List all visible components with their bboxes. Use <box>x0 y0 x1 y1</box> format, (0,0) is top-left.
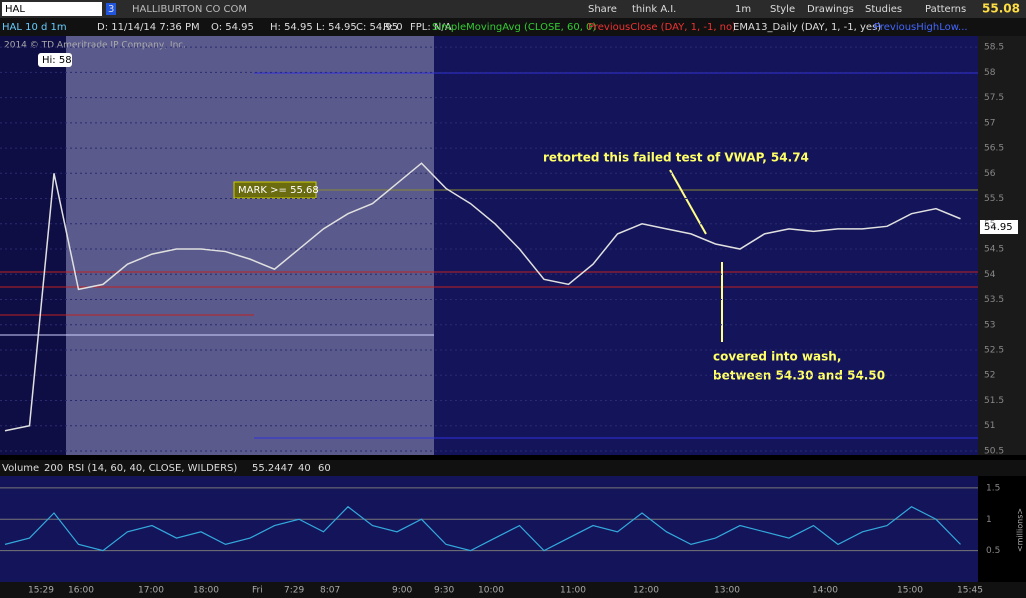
status-item: H: 54.95 <box>270 22 313 33</box>
mark-box <box>233 181 317 199</box>
status-item: PreviousClose (DAY, 1, -1, no) <box>588 22 736 33</box>
annotation: covered into wash, <box>713 350 841 364</box>
toolbar-button[interactable]: Share <box>588 4 617 15</box>
time-label: 15:00 <box>897 586 923 596</box>
price-tick-label: 54.5 <box>984 245 1004 255</box>
symbol-input[interactable] <box>2 2 102 16</box>
status-item: C: 54.95 <box>356 22 398 33</box>
status-item: D: 11/14/14 7:36 PM <box>97 22 200 33</box>
lower-header-item: 200 <box>44 463 63 474</box>
status-item: R: 0 <box>383 22 403 33</box>
time-label: 8:07 <box>320 586 340 596</box>
price-line <box>4 162 961 432</box>
time-label: 9:00 <box>392 586 412 596</box>
link[interactable]: 3 <box>108 4 114 15</box>
price-tick-label: 55.5 <box>984 194 1004 204</box>
price-tick-label: 50.5 <box>984 446 1004 456</box>
hi-label: Hi: 58 <box>42 55 72 66</box>
time-label: 18:00 <box>193 586 219 596</box>
lower-header-item: 60 <box>318 463 331 474</box>
price-tick-label: 51.5 <box>984 396 1004 406</box>
price-tick-label: 54 <box>984 270 996 280</box>
mark-label: MARK >= 55.68 <box>238 185 319 196</box>
toolbar-button[interactable]: think A.I. <box>632 4 676 15</box>
time-label: 13:00 <box>714 586 740 596</box>
time-label: Fri <box>252 586 263 596</box>
copyright: 2014 © TD Ameritrade IP Company, Inc. <box>4 41 186 51</box>
price-tick-label: 51 <box>984 421 995 431</box>
price-tick-label: 57 <box>984 118 995 128</box>
lower-pane <box>0 476 978 582</box>
toolbar-button[interactable]: Style <box>770 4 795 15</box>
status-item: L: 54.95 <box>316 22 357 33</box>
price-tick-label: 53.5 <box>984 295 1004 305</box>
time-label: 11:00 <box>560 586 586 596</box>
lower-tick-label: 1.5 <box>986 483 1000 493</box>
status-item: O: 54.95 <box>211 22 254 33</box>
lower-tick-label: 1 <box>986 515 992 525</box>
time-axis <box>0 582 1026 598</box>
link-badge[interactable] <box>106 3 116 15</box>
toolbar-button[interactable]: 1m <box>735 4 751 15</box>
rsi-line <box>4 505 961 552</box>
extended-hours-shade <box>66 36 434 455</box>
toolbar-button[interactable]: Drawings <box>807 4 854 15</box>
annotation: retorted this failed test of VWAP, 54.74 <box>543 151 809 165</box>
status-item: FPL: N/A <box>410 22 452 33</box>
status-item: PreviousHighLow... <box>874 22 968 33</box>
status-item: SimpleMovingAvg (CLOSE, 60, 0) <box>432 22 596 33</box>
status-item: EMA13_Daily (DAY, 1, -1, yes) <box>733 22 881 33</box>
price-tick-label: 56 <box>984 169 996 179</box>
price-tick-label: 58.5 <box>984 43 1004 53</box>
price-tick-label: 58 <box>984 68 996 78</box>
lower-header-item: RSI (14, 60, 40, CLOSE, WILDERS) <box>68 463 237 474</box>
time-label: 12:00 <box>633 586 659 596</box>
price-tick-label: 53 <box>984 320 995 330</box>
price-tick-label: 52 <box>984 371 995 381</box>
toolbar-button[interactable]: Studies <box>865 4 902 15</box>
time-label: 9:30 <box>434 586 454 596</box>
lower-header-bar <box>0 460 1026 476</box>
price-axis <box>978 36 1026 455</box>
time-label: 15:29 <box>28 586 54 596</box>
company: HALLIBURTON CO COM <box>132 4 247 15</box>
last-price: 55.08 <box>982 2 1020 16</box>
toolbar <box>0 0 1026 18</box>
price-tick-label: 56.5 <box>984 144 1004 154</box>
time-label: 7:29 <box>284 586 304 596</box>
symbol[interactable]: HAL <box>5 4 25 15</box>
lower-header-item: 55.2447 <box>252 463 293 474</box>
price-label: 54.95 <box>984 222 1013 233</box>
price-tick-label: 52.5 <box>984 345 1004 355</box>
lower-header-item: 40 <box>298 463 311 474</box>
time-label: 17:00 <box>138 586 164 596</box>
status-bar <box>0 18 1026 36</box>
toolbar-button[interactable]: Patterns <box>925 4 966 15</box>
time-label: 16:00 <box>68 586 94 596</box>
price-box <box>980 220 1018 234</box>
time-label: 10:00 <box>478 586 504 596</box>
price-tick-label: 57.5 <box>984 93 1004 103</box>
status-item: HAL 10 d 1m <box>2 22 67 33</box>
time-label: 14:00 <box>812 586 838 596</box>
hi-box <box>38 53 72 67</box>
lower-tick-label: 0.5 <box>986 546 1000 556</box>
time-label: 15:45 <box>957 586 983 596</box>
lower-header-item: Volume <box>2 463 39 474</box>
annotation: between 54.30 and 54.50 <box>713 369 885 383</box>
price-tick-label: 55 <box>984 219 995 229</box>
lower-unit: <millions> <box>1016 508 1025 552</box>
